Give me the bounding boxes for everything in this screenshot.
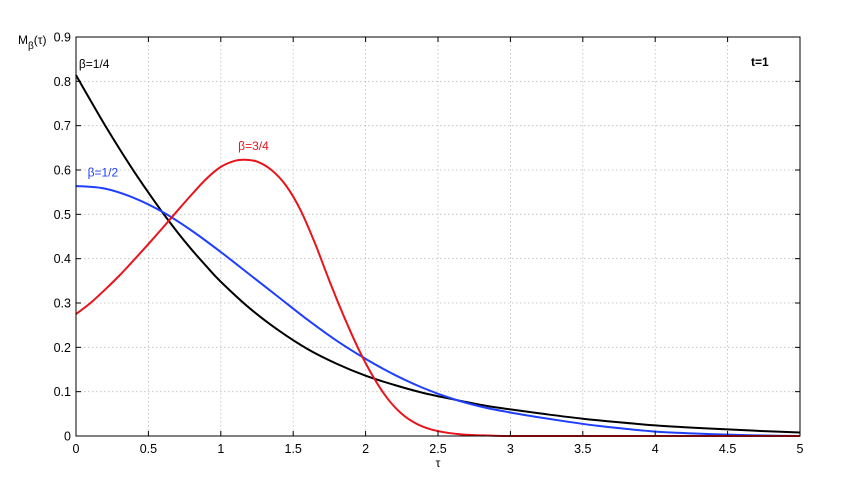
- y-tick-label: 0.9: [54, 31, 71, 45]
- x-tick-label: 5: [797, 442, 804, 456]
- series-labels: β=1/4 β=1/2 β=3/4: [79, 57, 269, 180]
- plot-area: [76, 37, 800, 436]
- x-tick-label: 1: [217, 442, 224, 456]
- y-tick-label: 0.4: [54, 252, 71, 266]
- y-axis-label-main: M: [18, 33, 28, 47]
- x-tick-label: 4.5: [719, 442, 736, 456]
- y-tick-label: 0: [64, 430, 71, 444]
- y-tick-label: 0.2: [54, 341, 71, 355]
- y-tick-label: 0.3: [54, 297, 71, 311]
- grid-lines: [76, 37, 800, 436]
- y-axis-label-suffix: (τ): [34, 33, 47, 47]
- y-tick-label: 0.7: [54, 119, 71, 133]
- y-tick-label: 0.5: [54, 208, 71, 222]
- series-label-1: β=1/4: [79, 57, 110, 71]
- x-axis-label: τ: [436, 456, 441, 470]
- x-tick-label: 3: [507, 442, 514, 456]
- y-tick-label: 0.8: [54, 75, 71, 89]
- y-axis-label: Mβ(τ): [18, 33, 47, 52]
- y-axis-label-sub: β: [28, 41, 34, 52]
- x-tick-label: 0.5: [140, 442, 157, 456]
- x-tick-label: 3.5: [574, 442, 591, 456]
- series-label-3: β=3/4: [238, 139, 269, 153]
- x-tick-label: 2.5: [429, 442, 446, 456]
- y-tick-label: 0.1: [54, 385, 71, 399]
- x-tick-label: 4: [652, 442, 659, 456]
- series-line-1: [75, 74, 801, 434]
- annotation-t: t=1: [751, 55, 769, 69]
- y-tick-label: 0.6: [54, 164, 71, 178]
- x-tick-label: 1.5: [285, 442, 302, 456]
- x-tick-label: 0: [73, 442, 80, 456]
- series-label-2: β=1/2: [88, 166, 119, 180]
- x-tick-label: 2: [362, 442, 369, 456]
- axis-ticks: 0 0.5 1 1.5 2 2.5 3 3.5 4 4.5 5 0 0.1 0.2 0.3 0.4 0.5 0.6…: [54, 31, 804, 457]
